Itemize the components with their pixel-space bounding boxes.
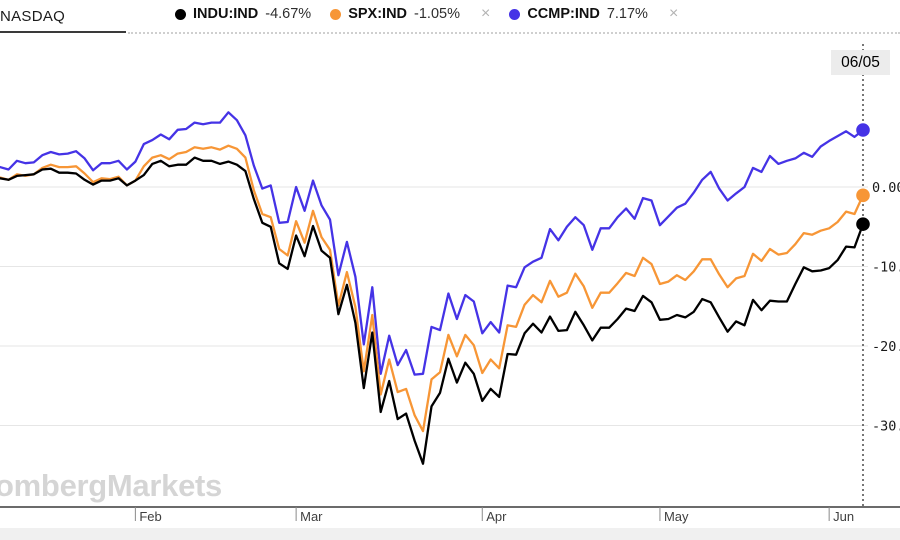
legend-separator-line <box>128 32 900 34</box>
series-line-indu[interactable] <box>0 156 865 465</box>
legend-item-spx[interactable]: SPX:IND -1.05% <box>330 6 460 22</box>
legend-dot-icon <box>509 8 521 20</box>
legend-ticker-label: INDU:IND <box>193 6 259 22</box>
legend-close-icon[interactable]: × <box>480 5 491 22</box>
series-end-dot-indu[interactable] <box>856 217 870 231</box>
legend-dot-icon <box>175 8 186 20</box>
y-axis-label: -30.00 <box>872 419 900 435</box>
legend-change-value: 7.17% <box>606 6 648 22</box>
date-marker-label: 06/05 <box>831 50 890 75</box>
series-end-dot-ccmp[interactable] <box>856 123 870 137</box>
legend-item-indu[interactable]: INDU:IND -4.67% <box>175 6 311 22</box>
legend-ticker-label: SPX:IND <box>348 6 408 22</box>
footer-strip <box>0 528 900 540</box>
x-axis-label-apr: Apr <box>486 509 507 524</box>
legend-close-icon[interactable]: × <box>668 5 679 22</box>
legend-ticker-label: CCMP:IND <box>527 6 600 22</box>
legend-item-ccmp[interactable]: CCMP:IND 7.17% <box>509 6 648 22</box>
tab-nasdaq[interactable]: NASDAQ <box>0 8 66 25</box>
watermark: BloombergMarkets <box>0 468 222 503</box>
legend-change-value: -4.67% <box>265 6 312 22</box>
y-axis-label: 0.00 <box>872 180 900 196</box>
x-axis-label-may: May <box>664 509 689 524</box>
x-axis-label-feb: Feb <box>139 509 161 524</box>
y-axis-label: -10.00 <box>872 260 900 276</box>
x-axis-label-mar: Mar <box>300 509 323 524</box>
series-line-spx[interactable] <box>0 144 865 433</box>
tab-active-underline <box>0 31 126 33</box>
series-line-ccmp[interactable] <box>0 111 865 376</box>
x-axis-label-jun: Jun <box>833 509 854 524</box>
series-end-dot-spx[interactable] <box>856 188 870 203</box>
legend: INDU:IND -4.67% SPX:IND -1.05% × CCMP:IND 7.17… <box>175 6 678 22</box>
y-axis-label: -20.00 <box>872 339 900 355</box>
legend-dot-icon <box>330 8 342 20</box>
legend-change-value: -1.05% <box>414 6 460 22</box>
